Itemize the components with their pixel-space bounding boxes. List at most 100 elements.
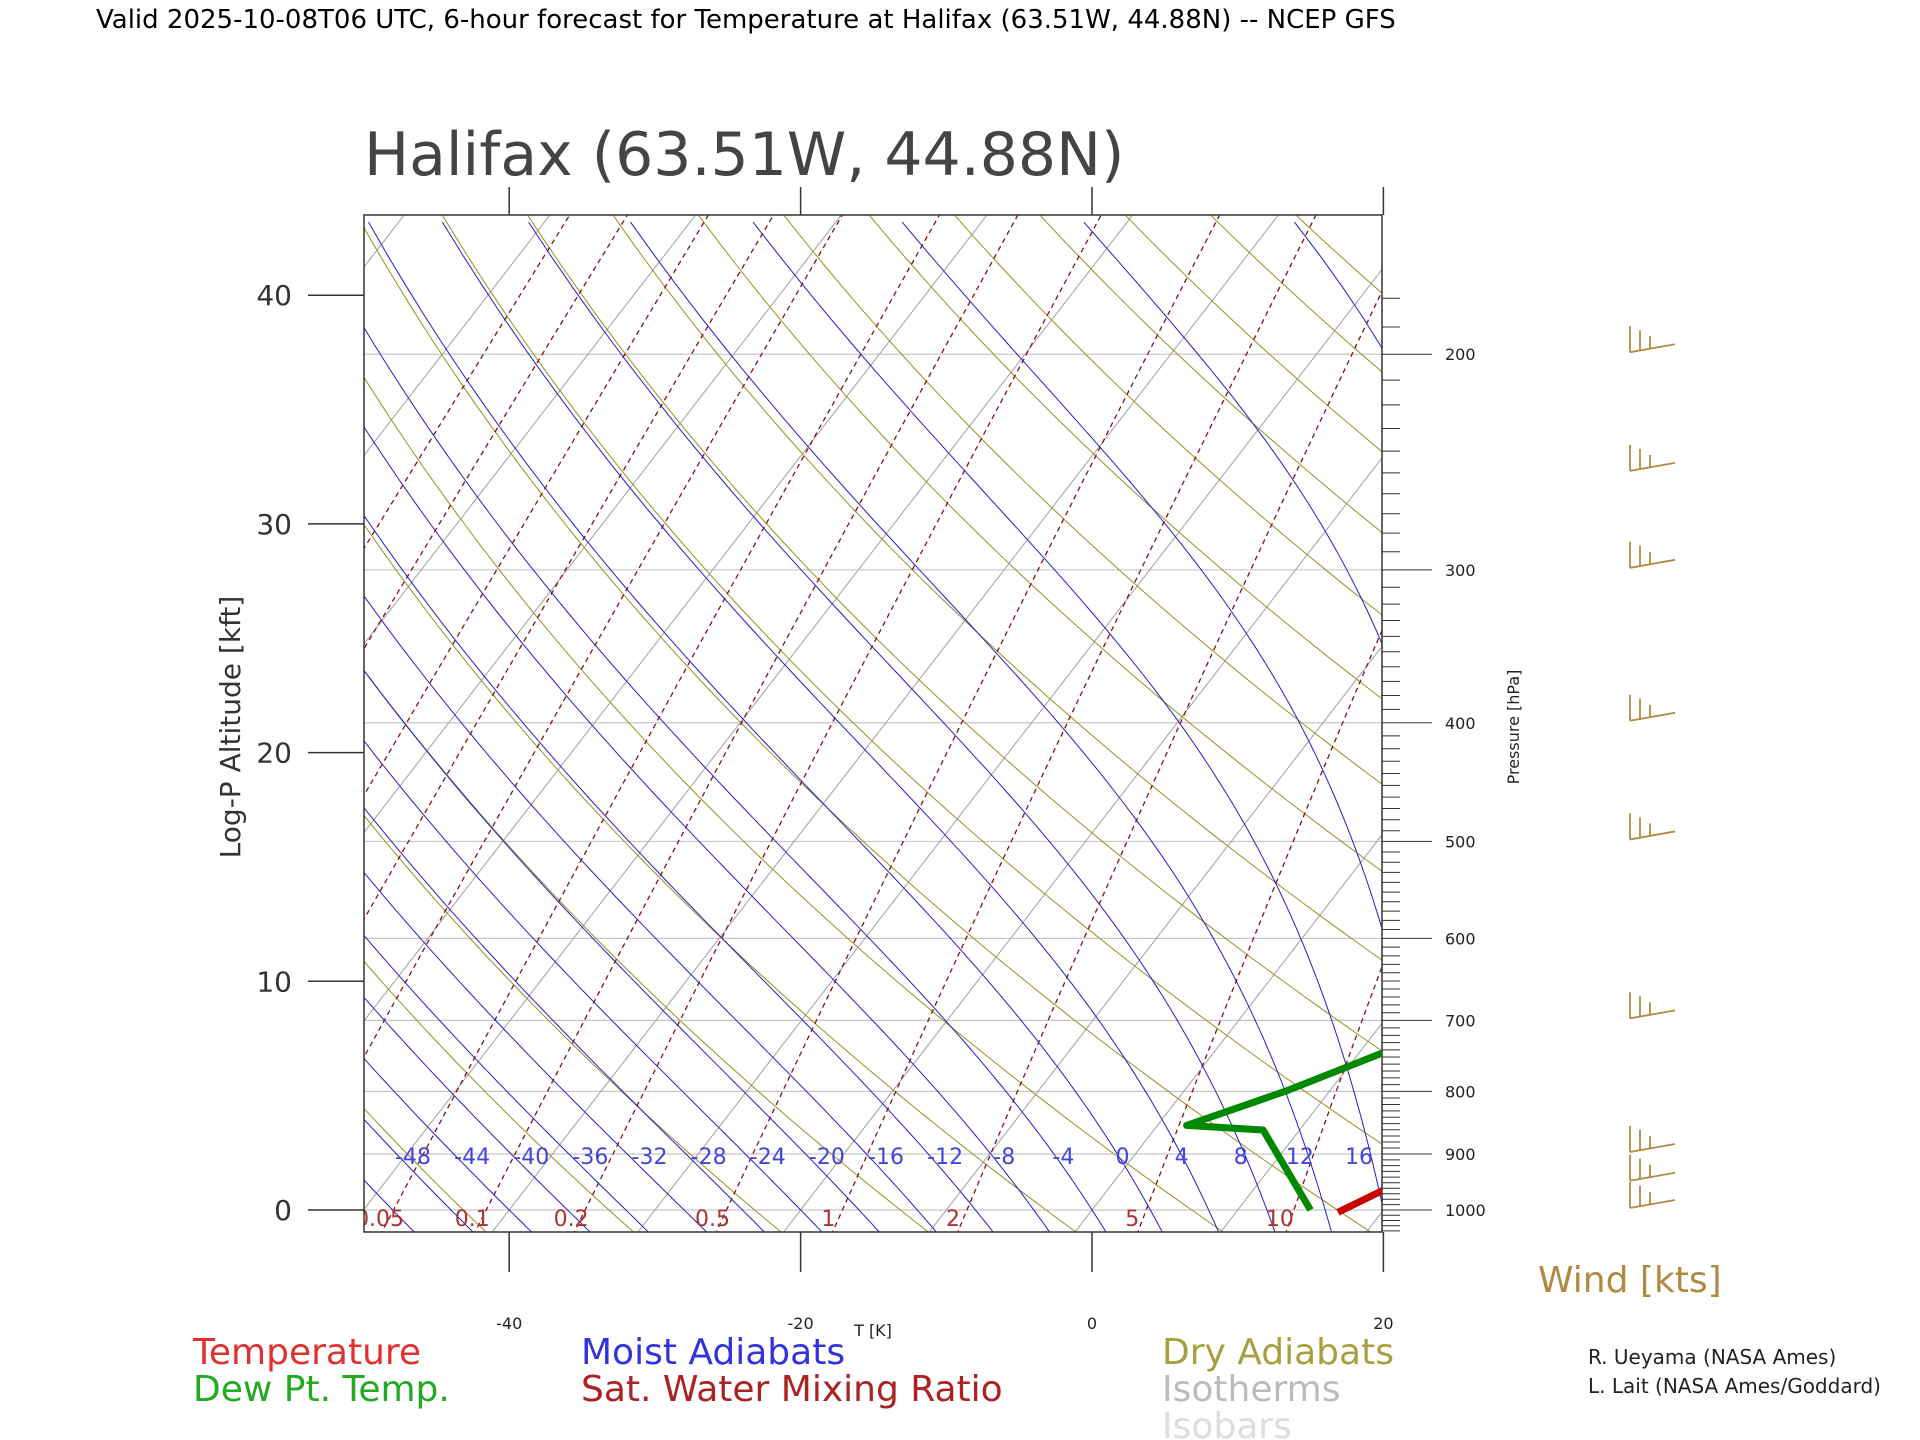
pressure-tick-label: 800 (1445, 1082, 1476, 1101)
mixing-ratio-line (364, 215, 710, 797)
dry-adiabat (364, 226, 1372, 1232)
dry-adiabat (783, 215, 1382, 785)
moist-adiabat (364, 1057, 533, 1232)
isotherm (0, 204, 122, 1244)
y-axis-pressure: 1000 900 800 700 600 500 400 300 200 (1382, 297, 1486, 1232)
wind-label: Wind [kts] (1538, 1260, 1722, 1301)
legend-temperature: Temperature (192, 1332, 421, 1373)
isotherm (491, 215, 1280, 1232)
credits: R. Ueyama (NASA Ames) L. Lait (NASA Ames… (1588, 1345, 1881, 1398)
credit-line-2: L. Lait (NASA Ames/Goddard) (1588, 1374, 1881, 1398)
moist-adiabat-labels: -48 -44 -40 -36 -32 -28 -24 -20 -16 -12 -8 -4 0 4 8 12 1… (395, 1145, 1373, 1170)
y-tick-label: 0 (274, 1194, 292, 1227)
dry-adiabat (364, 523, 1077, 1232)
dry-adiabat (1295, 215, 1382, 294)
isotherm (364, 215, 405, 268)
legend-mixing-ratio: Sat. Water Mixing Ratio (581, 1369, 1003, 1410)
isotherm (364, 215, 988, 1022)
moist-adiabat-label: -24 (750, 1145, 786, 1170)
chart-title: Halifax (63.51W, 44.88N) (364, 120, 1124, 190)
moist-adiabat (364, 514, 994, 1232)
mixing-ratio-line (715, 215, 1221, 1232)
data-series (1183, 1049, 1382, 1216)
dry-adiabat (364, 376, 1225, 1232)
mixing-ratio-label: 0.1 (455, 1207, 490, 1232)
isotherm (364, 215, 551, 457)
legend-dry-adiabats: Dry Adiabats (1162, 1332, 1394, 1373)
isotherm (364, 215, 842, 834)
moist-adiabat-label: -36 (572, 1145, 608, 1170)
x-axis-label: T [K] (853, 1321, 892, 1340)
moist-adiabat (528, 221, 1276, 1232)
plot-frame (363, 214, 1383, 1233)
moist-adiabat (0, 222, 249, 1244)
wind-barb (1629, 1154, 1676, 1182)
dry-adiabat (0, 214, 350, 1243)
dry-adiabat (364, 960, 635, 1232)
moist-adiabat (901, 221, 1382, 931)
moist-adiabat (364, 740, 823, 1232)
dry-adiabat (1466, 214, 1920, 1243)
x-tick-label: -40 (496, 1314, 522, 1333)
mixing-ratio-label: 0.05 (355, 1207, 404, 1232)
isotherms (0, 204, 1382, 1244)
moist-adiabat-label: 16 (1345, 1145, 1373, 1170)
dry-adiabat (1722, 214, 1920, 1243)
dry-adiabat (697, 215, 1382, 872)
pressure-axis-label: Pressure [hPa] (1504, 670, 1523, 785)
pressure-tick-label: 900 (1445, 1145, 1476, 1164)
y-tick-label: 30 (256, 508, 292, 541)
legend-moist-adiabats: Moist Adiabats (581, 1332, 845, 1373)
mixing-ratio-line (364, 215, 629, 650)
dry-adiabat (1807, 214, 1920, 1243)
pressure-tick-label: 500 (1445, 832, 1476, 851)
y-axis-altitude: 0 10 20 30 40 (256, 279, 364, 1227)
x-tick-label: 20 (1373, 1314, 1393, 1333)
moist-adiabat (364, 1118, 474, 1232)
pressure-tick-label: 300 (1445, 561, 1476, 580)
wind-barb (1629, 813, 1676, 841)
moist-adiabat (0, 222, 11, 1244)
dry-adiabat (1551, 214, 1920, 1243)
moist-adiabats (0, 221, 1382, 1244)
moist-adiabat-label: -48 (395, 1145, 431, 1170)
isotherm (364, 215, 1134, 1211)
pressure-tick-label: 1000 (1445, 1201, 1486, 1220)
moist-adiabat (364, 669, 880, 1232)
moist-adiabat-label: -44 (454, 1145, 490, 1170)
mixing-ratio-line (956, 289, 1382, 1232)
dry-adiabat (868, 215, 1382, 700)
wind-barbs (1629, 326, 1676, 1209)
isotherm (364, 215, 697, 645)
isotherm (782, 457, 1382, 1232)
wind-barb (1629, 541, 1676, 569)
moist-adiabat (364, 595, 937, 1232)
moist-adiabat-label: -16 (868, 1145, 904, 1170)
mixing-ratio-line (1285, 964, 1382, 1232)
moist-adiabat (0, 222, 189, 1244)
moist-adiabat (364, 871, 708, 1232)
dry-adiabat (364, 1107, 487, 1232)
moist-adiabat (1083, 221, 1382, 645)
moist-adiabat (0, 222, 130, 1244)
isotherm (1365, 1211, 1382, 1232)
mixing-ratio-line (364, 215, 571, 550)
wind-barb (1629, 1125, 1676, 1153)
pressure-tick-label: 200 (1445, 345, 1476, 364)
moist-adiabat (0, 222, 71, 1244)
dry-adiabat (1637, 214, 1920, 1243)
moist-adiabat-label: -40 (513, 1145, 549, 1170)
background-lines: -48 -44 -40 -36 -32 -28 -24 -20 -16 -12 -8 -4 0 4 8 12 1… (0, 204, 1920, 1244)
legend: Temperature Dew Pt. Temp. Moist Adiabats… (192, 1332, 1394, 1440)
legend-isobars: Isobars (1162, 1406, 1292, 1440)
mixing-ratio-label: 5 (1125, 1207, 1139, 1232)
moist-adiabat (364, 807, 766, 1232)
mixing-ratio-label: 10 (1266, 1207, 1294, 1232)
moist-adiabat (441, 221, 1220, 1232)
dry-adiabats (0, 214, 1920, 1243)
isotherm (1074, 834, 1382, 1232)
isotherm (1220, 1022, 1382, 1232)
mixing-ratio-label: 0.5 (695, 1207, 730, 1232)
x-axis-temperature: -40 -20 0 20 (496, 187, 1394, 1333)
dry-adiabat (1039, 215, 1382, 534)
